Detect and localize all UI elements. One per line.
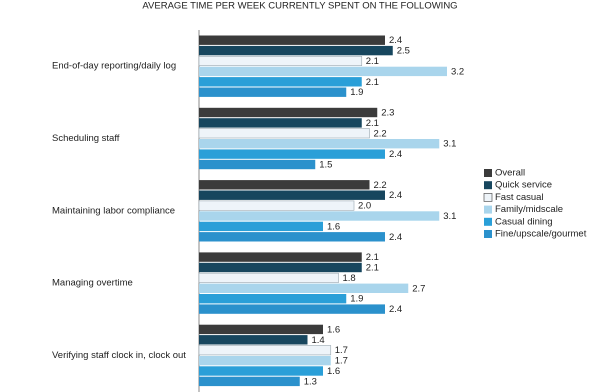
legend-label: Fine/upscale/gourmet [495,229,587,240]
data-label: 2.4 [389,35,402,46]
category-label: End-of-day reporting/daily log [52,61,176,72]
bar [199,77,362,87]
data-label: 1.5 [319,160,332,171]
legend-label: Casual dining [495,216,553,227]
bar [199,283,409,293]
data-label: 1.3 [304,376,317,387]
category-label: Maintaining labor compliance [52,205,175,216]
data-label: 2.2 [374,128,387,139]
data-label: 2.4 [389,304,402,315]
chart-title: AVERAGE TIME PER WEEK CURRENTLY SPENT ON… [142,1,457,12]
data-label: 3.2 [451,66,464,77]
bar [198,200,355,211]
legend-swatch [484,230,492,238]
bar [199,190,385,200]
bar [199,294,347,304]
legend-swatch [484,217,492,226]
bar [199,366,323,376]
data-label: 2.1 [366,56,379,67]
data-label: 2.1 [366,252,379,263]
bar [198,55,363,66]
bar [198,128,370,139]
bar [199,180,370,190]
data-label: 1.7 [335,356,348,367]
bar [199,221,323,232]
bar [199,159,316,170]
legend-label: Quick service [495,180,552,191]
data-label: 1.6 [327,324,340,335]
category-label: Scheduling staff [52,133,120,144]
bar [199,139,440,149]
data-label: 1.9 [350,87,363,98]
data-label: 2.5 [397,46,410,57]
data-label: 2.4 [389,232,402,243]
bar [199,149,385,159]
data-label: 3.1 [443,211,456,222]
data-label: 2.1 [366,118,379,129]
category-label: Verifying staff clock in, clock out [52,350,186,361]
data-label: 2.7 [412,283,425,294]
data-label: 2.2 [374,180,387,191]
bar [198,272,339,283]
category-label: Managing overtime [52,278,133,289]
data-label: 2.1 [366,263,379,274]
bar [198,345,332,356]
bar [199,35,385,45]
bar [199,87,347,97]
data-label: 2.3 [381,108,394,119]
legend-swatch [484,181,492,190]
bar [199,107,378,118]
bar [199,355,331,366]
data-label: 2.4 [389,149,402,160]
bar [199,45,393,56]
bar [199,376,300,387]
bar [199,335,308,345]
bar [199,252,362,262]
legend-label: Overall [495,168,525,179]
bar [199,304,385,314]
legend-swatch [484,169,492,177]
legend-swatch [484,205,492,214]
data-label: 1.7 [335,345,348,356]
data-label: 1.8 [343,273,356,284]
legend-label: Fast casual [495,192,544,203]
bar [199,211,440,221]
bar [199,324,323,335]
legend-label: Family/midscale [495,204,563,215]
data-label: 2.1 [366,77,379,88]
bar [199,66,447,77]
data-label: 1.6 [327,366,340,377]
data-label: 2.4 [389,190,402,201]
data-label: 3.1 [443,139,456,150]
data-label: 1.4 [312,335,325,346]
data-label: 1.6 [327,221,340,232]
bar [199,118,362,128]
data-label: 2.0 [358,201,371,212]
data-label: 1.9 [350,294,363,305]
bar [199,262,362,273]
bar [199,232,385,242]
legend-swatch [483,193,493,202]
